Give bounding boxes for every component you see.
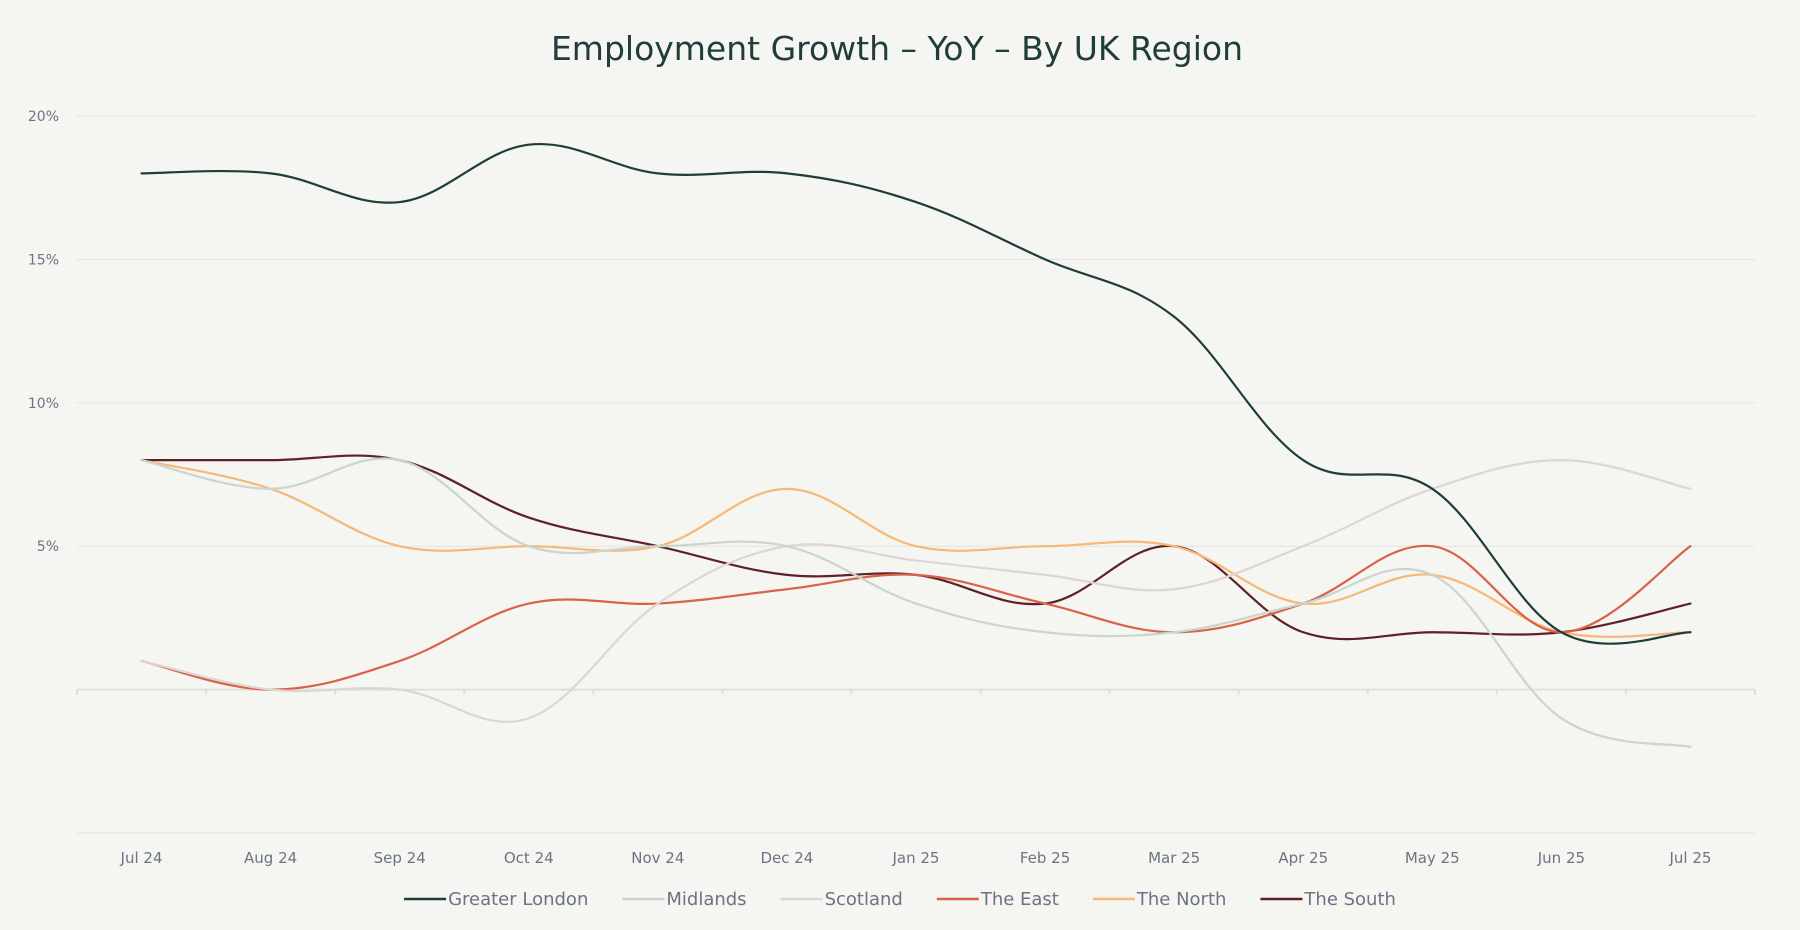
x-tick-label: May 25 [1405, 849, 1460, 867]
x-tick-label: Dec 24 [760, 849, 813, 867]
x-tick-label: Jul 25 [1668, 849, 1711, 867]
series-line-greater-london [140, 142, 1692, 645]
chart-title: Employment Growth – YoY – By UK Region [551, 29, 1243, 68]
x-tick-label: Aug 24 [244, 849, 297, 867]
y-tick-label: 20% [28, 109, 59, 125]
series-line-the-east [140, 544, 1692, 691]
series-line-midlands [140, 457, 1692, 749]
x-tick-label: Sep 24 [374, 849, 426, 867]
legend-item[interactable]: Scotland [780, 889, 903, 910]
series-line-scotland [140, 459, 1692, 723]
legend-label: The South [1303, 889, 1396, 910]
legend: Greater London Midlands Scotland The East Th… [404, 889, 1396, 910]
y-axis: 20% 15% 10% 5% [28, 109, 59, 555]
series-line-the-south [140, 454, 1692, 641]
x-axis-labels: Jul 24 Aug 24 Sep 24 Oct 24 Nov 24 Dec 24 Jan … [120, 849, 1712, 867]
legend-label: Midlands [666, 889, 746, 910]
x-tick-label: Apr 25 [1278, 849, 1328, 867]
legend-label: Greater London [448, 889, 588, 910]
legend-item[interactable]: The North [1092, 889, 1227, 910]
grid-lines [77, 115, 1755, 834]
legend-label: The North [1136, 889, 1227, 910]
legend-item[interactable]: Greater London [404, 889, 588, 910]
x-tick-label: Jul 24 [120, 849, 163, 867]
y-tick-label: 5% [37, 539, 59, 555]
legend-label: The East [980, 889, 1059, 910]
legend-label: Scotland [825, 889, 903, 910]
y-tick-label: 15% [28, 252, 59, 268]
x-tick-label: Jun 25 [1537, 849, 1585, 867]
y-tick-label: 10% [28, 396, 59, 412]
series-line-the-north [140, 459, 1692, 638]
series-lines [140, 142, 1692, 749]
x-tick-label: Nov 24 [631, 849, 684, 867]
legend-item[interactable]: The South [1260, 889, 1396, 910]
x-tick-label: Feb 25 [1020, 849, 1070, 867]
x-tick-label: Jan 25 [892, 849, 940, 867]
legend-item[interactable]: Midlands [622, 889, 747, 910]
legend-item[interactable]: The East [936, 889, 1059, 910]
x-tick-label: Mar 25 [1148, 849, 1200, 867]
x-tick-label: Oct 24 [504, 849, 554, 867]
